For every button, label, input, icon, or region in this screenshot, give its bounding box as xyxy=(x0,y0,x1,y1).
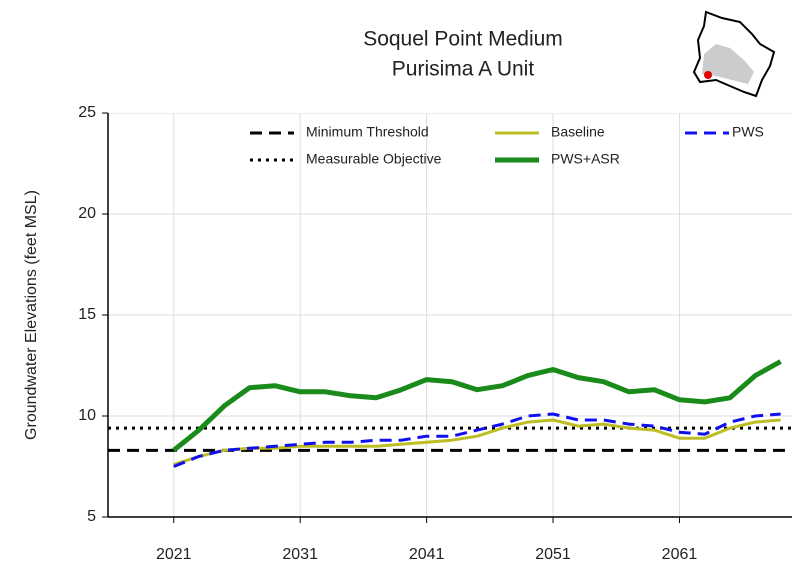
chart-title: Soquel Point Medium xyxy=(363,28,563,51)
y-tick-label: 25 xyxy=(78,104,96,121)
chart-subtitle: Purisima A Unit xyxy=(392,58,535,81)
inset-map xyxy=(692,10,776,98)
y-axis-label: Groundwater Elevations (feet MSL) xyxy=(23,190,40,440)
x-tick-label: 2031 xyxy=(282,546,318,563)
legend-label: PWS+ASR xyxy=(551,151,620,167)
x-tick-label: 2061 xyxy=(662,546,698,563)
x-tick-label: 2041 xyxy=(409,546,445,563)
series-line xyxy=(172,359,782,453)
y-tick-label: 5 xyxy=(87,508,96,525)
legend-label: Minimum Threshold xyxy=(306,124,429,140)
y-tick-label: 20 xyxy=(78,205,96,222)
legend-label: Baseline xyxy=(551,124,605,140)
series-line xyxy=(173,412,781,468)
y-tick-label: 10 xyxy=(78,407,96,424)
legend-label: PWS xyxy=(732,124,764,140)
legend-label: Measurable Objective xyxy=(306,151,442,167)
x-tick-label: 2021 xyxy=(156,546,192,563)
series-line xyxy=(173,418,781,466)
x-tick-label: 2051 xyxy=(535,546,571,563)
y-tick-label: 15 xyxy=(78,306,96,323)
